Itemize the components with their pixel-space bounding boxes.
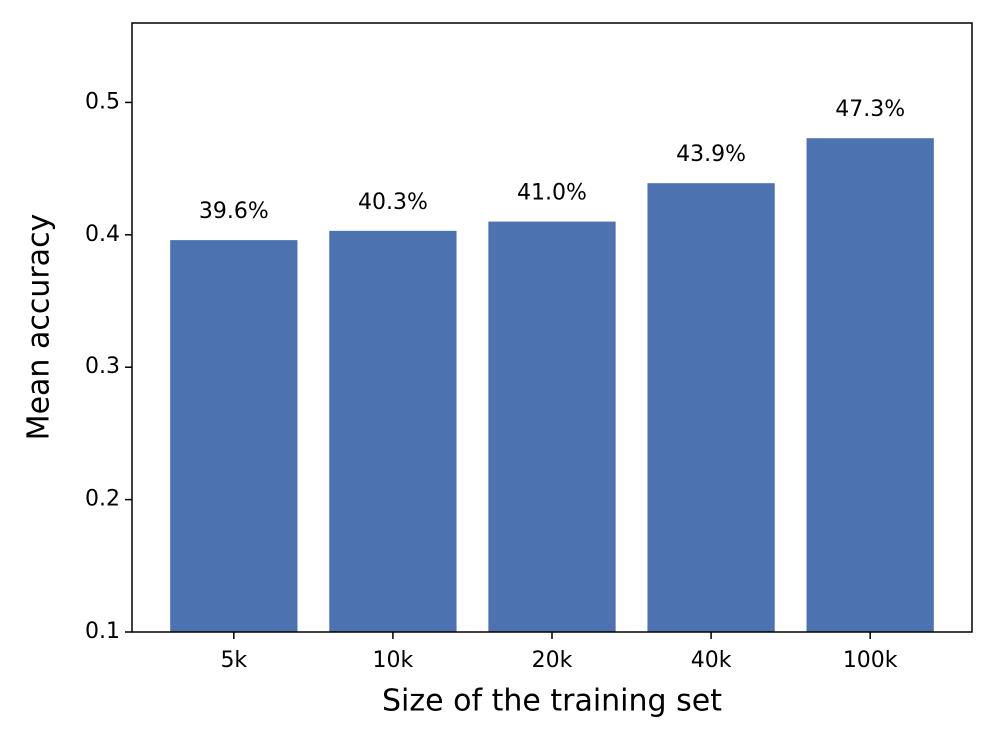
x-axis-label: Size of the training set bbox=[382, 684, 722, 719]
bar bbox=[647, 183, 775, 632]
x-tick-label: 10k bbox=[373, 648, 414, 673]
value-label: 40.3% bbox=[358, 190, 428, 215]
bar bbox=[806, 138, 934, 633]
bar bbox=[329, 230, 457, 632]
x-tick-label: 100k bbox=[843, 648, 898, 673]
bar bbox=[488, 221, 616, 632]
bar bbox=[170, 240, 298, 632]
value-label: 39.6% bbox=[199, 199, 269, 224]
y-tick-label: 0.2 bbox=[85, 487, 120, 512]
y-tick-label: 0.3 bbox=[85, 354, 120, 379]
value-label: 47.3% bbox=[835, 97, 905, 122]
y-axis-label: Mean accuracy bbox=[22, 214, 57, 441]
value-label: 43.9% bbox=[676, 142, 746, 167]
y-tick-label: 0.1 bbox=[85, 619, 120, 644]
value-label: 41.0% bbox=[517, 181, 587, 206]
plot-frame bbox=[131, 22, 973, 633]
y-tick-label: 0.4 bbox=[85, 222, 120, 247]
x-tick-label: 40k bbox=[691, 648, 732, 673]
y-tick-label: 0.5 bbox=[85, 89, 120, 114]
x-tick-label: 20k bbox=[532, 648, 573, 673]
x-tick-label: 5k bbox=[220, 648, 247, 673]
